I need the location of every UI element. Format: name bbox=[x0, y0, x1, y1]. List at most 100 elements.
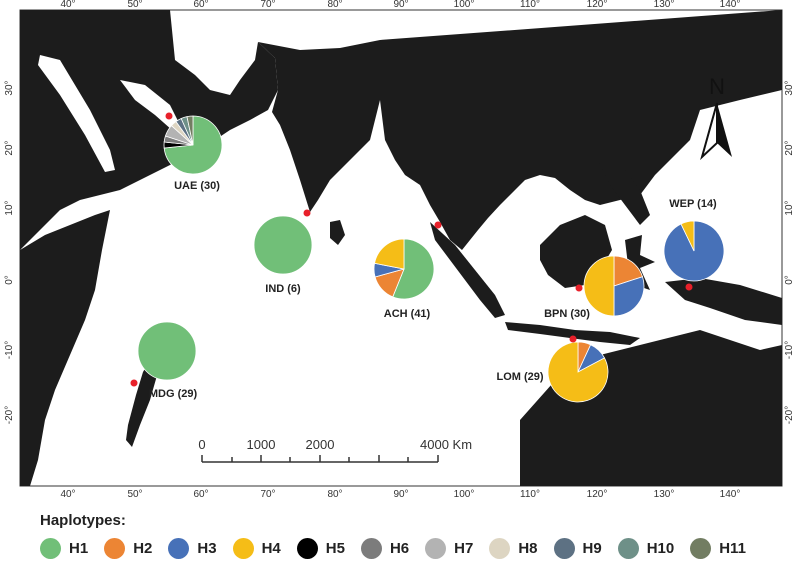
legend-item-h9: H9 bbox=[553, 538, 602, 559]
lat-tick-left: 0° bbox=[4, 275, 15, 285]
lon-tick-top: 50° bbox=[127, 0, 142, 10]
pie-slice-h3 bbox=[613, 276, 645, 317]
site-marker bbox=[130, 379, 138, 387]
lon-tick-bottom: 110° bbox=[520, 489, 540, 500]
pie-slice-h1 bbox=[137, 321, 197, 381]
north-arrow-right bbox=[717, 103, 732, 157]
landmass-india bbox=[258, 40, 380, 212]
legend-label: H9 bbox=[582, 540, 602, 557]
lon-tick-top: 100° bbox=[454, 0, 475, 10]
lon-tick-bottom: 40° bbox=[60, 489, 75, 500]
longitude-labels-bottom: 40° 50° 60° 70° 80° 90° 100° 110° 120° 130° 140° bbox=[60, 489, 740, 500]
site-label: MDG (29) bbox=[149, 388, 198, 400]
north-label: N bbox=[709, 74, 725, 99]
lat-tick-right: -20° bbox=[784, 406, 795, 424]
legend-label: H7 bbox=[454, 540, 474, 557]
lon-tick-top: 80° bbox=[327, 0, 342, 10]
site-label: LOM (29) bbox=[496, 371, 543, 383]
pie-slice-h4 bbox=[680, 220, 695, 252]
site-ach: ACH (41) bbox=[373, 221, 442, 320]
legend-label: H1 bbox=[69, 540, 89, 557]
site-uae: UAE (30) bbox=[163, 112, 223, 192]
legend-swatch bbox=[296, 538, 318, 559]
legend-swatch bbox=[425, 538, 447, 559]
longitude-labels-top: 40° 50° 60° 70° 80° 90° 100° 110° 120° 130° 140° bbox=[60, 0, 740, 10]
landmass-madagascar bbox=[126, 360, 158, 447]
site-label: IND (6) bbox=[265, 283, 301, 295]
scale-bar-ticks bbox=[201, 455, 439, 462]
landmass-se-asia bbox=[380, 10, 782, 250]
site-mdg: MDG (29) bbox=[130, 321, 198, 400]
landmass-java bbox=[505, 322, 640, 345]
legend-item-h11: H11 bbox=[690, 538, 746, 559]
site-bpn: BPN (30) bbox=[544, 255, 645, 320]
lat-tick-left: -20° bbox=[4, 406, 15, 424]
lon-tick-bottom: 70° bbox=[260, 489, 275, 500]
legend-label: H2 bbox=[133, 540, 153, 557]
lat-tick-right: -10° bbox=[784, 341, 795, 359]
site-wep: WEP (14) bbox=[663, 198, 725, 291]
lon-tick-bottom: 140° bbox=[720, 489, 741, 500]
north-arrow: N bbox=[700, 74, 732, 161]
site-label: WEP (14) bbox=[669, 198, 717, 210]
lon-tick-top: 110° bbox=[520, 0, 540, 10]
legend-swatch bbox=[168, 538, 190, 559]
legend-label: H3 bbox=[197, 540, 217, 557]
lon-tick-top: 130° bbox=[654, 0, 675, 10]
persian-gulf bbox=[120, 80, 180, 130]
site-label: UAE (30) bbox=[174, 180, 220, 192]
scale-bar: 0 1000 2000 4000 Km bbox=[198, 437, 472, 463]
legend-item-h1: H1 bbox=[40, 538, 88, 559]
legend-swatch bbox=[104, 538, 126, 559]
pie-slice-h4 bbox=[374, 238, 405, 270]
latitude-labels-left: 30° 20° 10° 0° -10° -20° bbox=[4, 80, 15, 424]
site-marker bbox=[165, 112, 173, 120]
lon-tick-bottom: 130° bbox=[654, 489, 675, 500]
lon-tick-top: 140° bbox=[720, 0, 741, 10]
lon-tick-bottom: 60° bbox=[193, 489, 208, 500]
lon-tick-bottom: 90° bbox=[393, 489, 408, 500]
legend-swatch bbox=[553, 538, 575, 559]
lon-tick-top: 60° bbox=[193, 0, 208, 10]
pie-slice-h11 bbox=[186, 115, 194, 146]
landmass-sumatra bbox=[430, 222, 505, 318]
site-marker bbox=[685, 283, 693, 291]
site-ind: IND (6) bbox=[253, 209, 313, 295]
legend-item-h5: H5 bbox=[296, 538, 345, 559]
latitude-labels-right: 30° 20° 10° 0° -10° -20° bbox=[784, 80, 795, 424]
legend-label: H4 bbox=[261, 540, 281, 557]
legend-item-h10: H10 bbox=[617, 538, 674, 559]
lat-tick-right: 0° bbox=[784, 275, 795, 285]
legend-swatch bbox=[360, 538, 382, 559]
legend-label: H6 bbox=[389, 540, 410, 557]
legend-item-h3: H3 bbox=[168, 538, 217, 559]
lon-tick-bottom: 50° bbox=[127, 489, 142, 500]
legend-swatch bbox=[489, 538, 511, 559]
pie-slice-h1 bbox=[253, 215, 313, 275]
legend-item-h8: H8 bbox=[489, 538, 538, 559]
lon-tick-top: 70° bbox=[260, 0, 275, 10]
site-marker bbox=[569, 335, 577, 343]
red-sea bbox=[38, 55, 115, 172]
lon-tick-top: 90° bbox=[393, 0, 408, 10]
landmass-new-guinea bbox=[665, 278, 782, 325]
legend-item-h4: H4 bbox=[232, 538, 281, 559]
legend-swatch bbox=[232, 538, 254, 559]
haplotype-legend: Haplotypes: H1 H2 H3 H4 H5 H6 H7 H8 H9 H10 H11 bbox=[40, 512, 790, 562]
landmass-sri-lanka bbox=[330, 220, 345, 245]
site-lom: LOM (29) bbox=[496, 335, 609, 403]
site-marker bbox=[303, 209, 311, 217]
legend-swatch bbox=[690, 538, 712, 559]
pie-slice-h4 bbox=[583, 255, 615, 317]
lon-tick-top: 120° bbox=[587, 0, 608, 10]
lon-tick-top: 40° bbox=[60, 0, 75, 10]
lat-tick-right: 30° bbox=[784, 80, 795, 95]
landmass-arabia bbox=[20, 10, 278, 250]
legend-item-h6: H6 bbox=[360, 538, 410, 559]
scale-label-0: 0 bbox=[198, 437, 205, 452]
legend-label: H11 bbox=[719, 540, 746, 557]
scale-label-4000: 4000 Km bbox=[420, 437, 472, 452]
pie-slice-h4 bbox=[547, 341, 609, 403]
sampling-sites: UAE (30) IND (6) ACH (41) WEP (14) BPN (30) L… bbox=[130, 112, 725, 403]
legend-item-h2: H2 bbox=[104, 538, 152, 559]
